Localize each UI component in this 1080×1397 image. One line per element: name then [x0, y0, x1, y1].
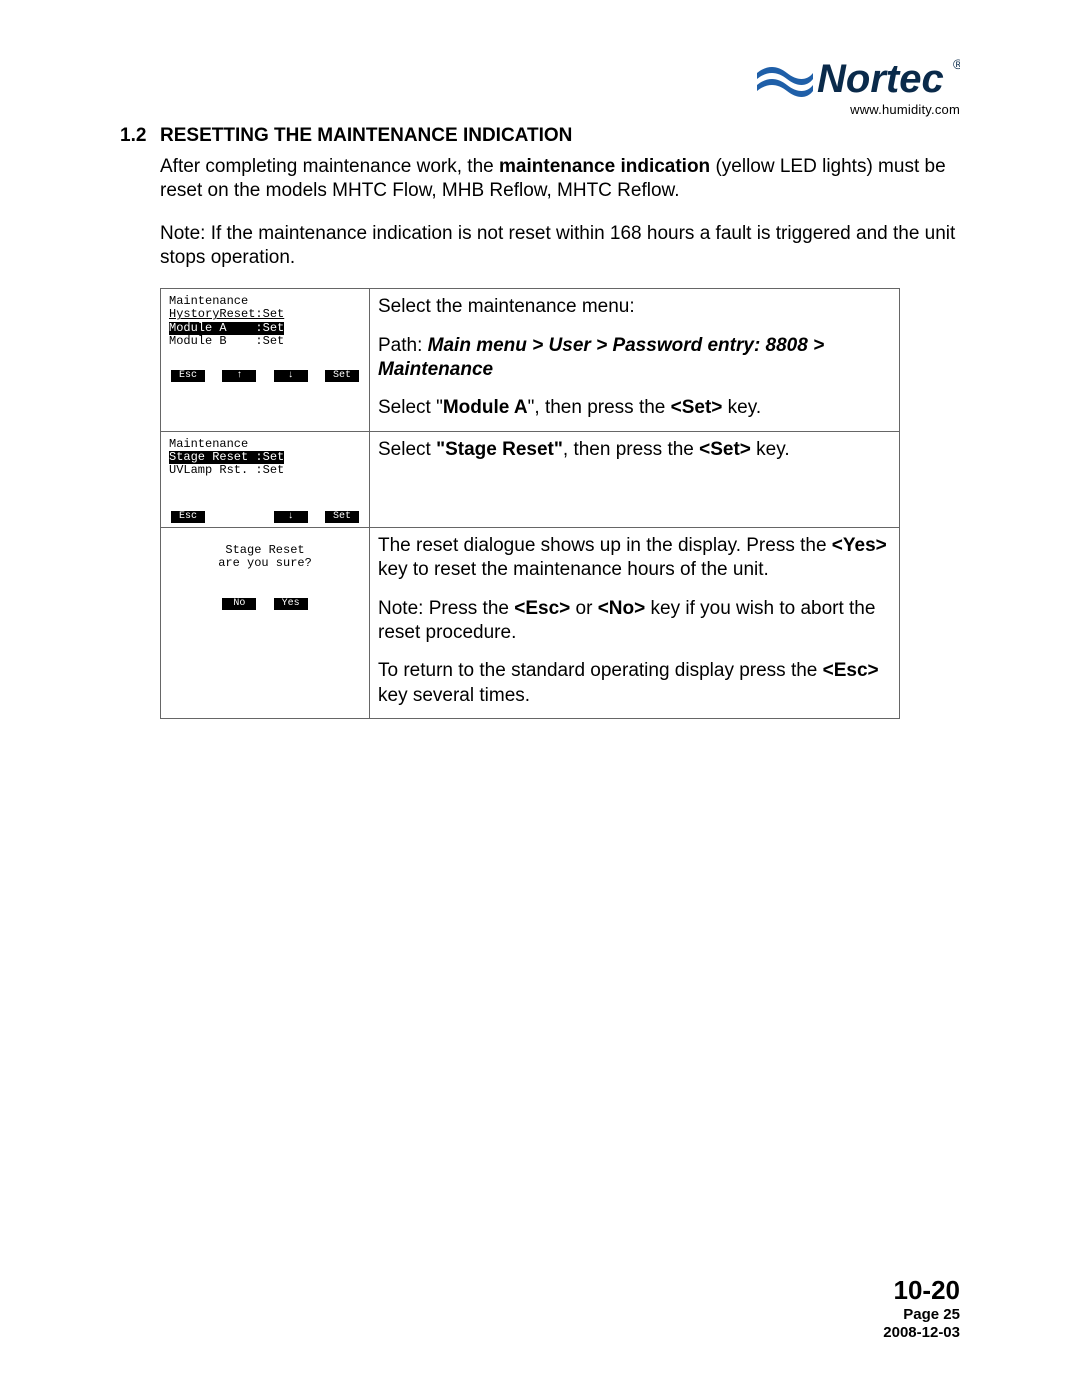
- footer-page: Page 25: [883, 1306, 960, 1324]
- brand-text: Nortec: [817, 57, 944, 100]
- lcd-btn-esc: Esc: [171, 370, 205, 382]
- instruction-cell-3: The reset dialogue shows up in the displ…: [370, 528, 900, 719]
- instruction-cell-2: Select "Stage Reset", then press the <Se…: [370, 431, 900, 528]
- table-row: Stage Reset are you sure? No Yes The res…: [161, 528, 900, 719]
- lcd-screen-3: Stage Reset are you sure? No Yes: [161, 528, 370, 719]
- lcd-btn-set: Set: [325, 370, 359, 382]
- footer-date: 2008-12-03: [883, 1324, 960, 1342]
- lcd-btn-down: ↓: [274, 511, 308, 523]
- brand-url: www.humidity.com: [755, 102, 960, 117]
- lcd-screen-1: Maintenance HystoryReset:Set Module A :S…: [161, 289, 370, 431]
- svg-text:®: ®: [953, 56, 960, 72]
- intro-paragraph-1: After completing maintenance work, the m…: [160, 155, 960, 204]
- lcd-btn-no: No: [222, 598, 256, 610]
- brand-logo: Nortec ® www.humidity.com: [755, 55, 960, 117]
- lcd-btn-down: ↓: [274, 370, 308, 382]
- section-number: 1.2: [120, 125, 160, 147]
- lcd-screen-2: Maintenance Stage Reset :Set UVLamp Rst.…: [161, 431, 370, 528]
- page-footer: 10-20 Page 25 2008-12-03: [883, 1275, 960, 1342]
- section-title: RESETTING THE MAINTENANCE INDICATION: [160, 125, 572, 147]
- lcd-btn-set: Set: [325, 511, 359, 523]
- table-row: Maintenance HystoryReset:Set Module A :S…: [161, 289, 900, 431]
- lcd-btn-up: ↑: [222, 370, 256, 382]
- procedure-table: Maintenance HystoryReset:Set Module A :S…: [160, 288, 900, 719]
- wave-icon: [757, 67, 813, 97]
- lcd-btn-esc: Esc: [171, 511, 205, 523]
- instruction-cell-1: Select the maintenance menu: Path: Main …: [370, 289, 900, 431]
- lcd-btn-blank: [171, 598, 205, 610]
- lcd-btn-blank: [222, 511, 256, 523]
- intro-paragraph-2: Note: If the maintenance indication is n…: [160, 222, 960, 271]
- lcd-btn-yes: Yes: [274, 598, 308, 610]
- section-heading: 1.2 RESETTING THE MAINTENANCE INDICATION: [120, 125, 960, 147]
- lcd-btn-blank: [325, 598, 359, 610]
- footer-section: 10-20: [883, 1275, 960, 1306]
- table-row: Maintenance Stage Reset :Set UVLamp Rst.…: [161, 431, 900, 528]
